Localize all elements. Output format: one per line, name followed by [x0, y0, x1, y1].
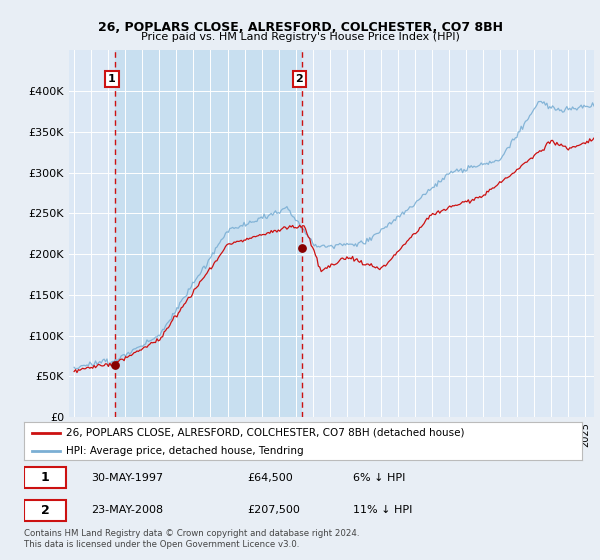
Text: 26, POPLARS CLOSE, ALRESFORD, COLCHESTER, CO7 8BH (detached house): 26, POPLARS CLOSE, ALRESFORD, COLCHESTER…: [66, 427, 464, 437]
Text: 2: 2: [296, 74, 304, 84]
Text: Contains HM Land Registry data © Crown copyright and database right 2024.
This d: Contains HM Land Registry data © Crown c…: [24, 529, 359, 549]
Text: 11% ↓ HPI: 11% ↓ HPI: [353, 505, 413, 515]
Text: 26, POPLARS CLOSE, ALRESFORD, COLCHESTER, CO7 8BH: 26, POPLARS CLOSE, ALRESFORD, COLCHESTER…: [97, 21, 503, 34]
Text: 30-MAY-1997: 30-MAY-1997: [91, 473, 163, 483]
Point: [297, 244, 307, 253]
Text: 23-MAY-2008: 23-MAY-2008: [91, 505, 163, 515]
Text: £64,500: £64,500: [247, 473, 293, 483]
Point: [110, 360, 119, 369]
Text: 6% ↓ HPI: 6% ↓ HPI: [353, 473, 406, 483]
Text: 2: 2: [41, 504, 49, 517]
Text: HPI: Average price, detached house, Tendring: HPI: Average price, detached house, Tend…: [66, 446, 304, 456]
Bar: [115, 50, 302, 417]
FancyBboxPatch shape: [24, 500, 66, 521]
Text: Price paid vs. HM Land Registry's House Price Index (HPI): Price paid vs. HM Land Registry's House …: [140, 32, 460, 43]
FancyBboxPatch shape: [24, 468, 66, 488]
Text: 1: 1: [108, 74, 116, 84]
Text: 1: 1: [41, 471, 49, 484]
Text: £207,500: £207,500: [247, 505, 300, 515]
